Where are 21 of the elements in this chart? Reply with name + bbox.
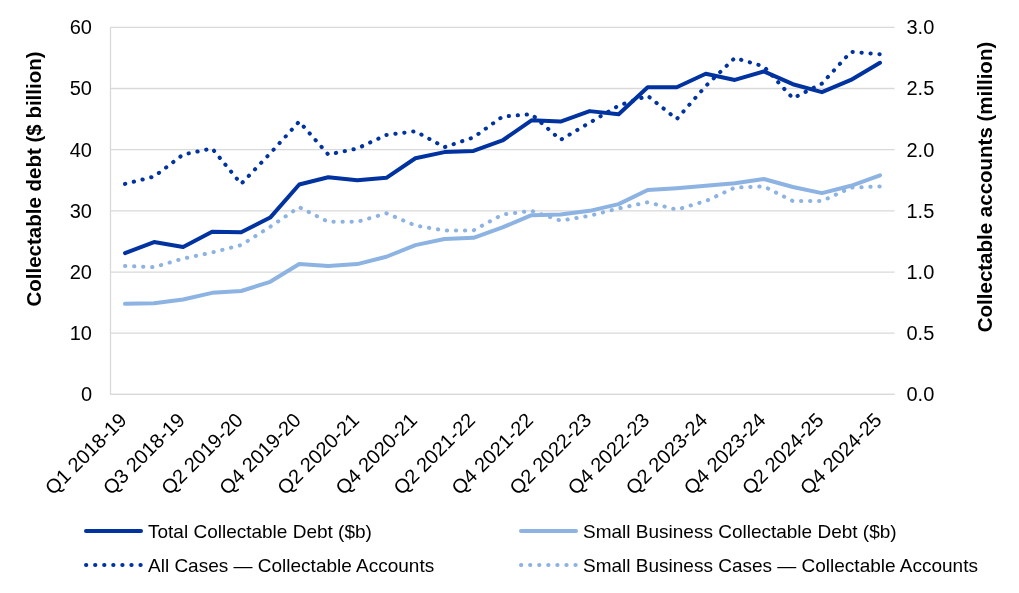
- y2-tick-label: 0.5: [906, 322, 935, 345]
- y-tick-label: 30: [69, 199, 92, 222]
- y2-axis-title: Collectable accounts (million): [973, 41, 997, 333]
- y2-tick-label: 3.0: [906, 16, 935, 39]
- y-tick-label: 40: [69, 138, 92, 161]
- y2-tick-label: 2.0: [906, 138, 935, 161]
- legend-label: Total Collectable Debt ($b): [148, 520, 372, 542]
- y-axis-title: Collectable debt ($ billion): [22, 51, 46, 307]
- y-tick-label: 0: [80, 383, 92, 406]
- legend-label: Small Business Collectable Debt ($b): [583, 520, 897, 542]
- y-tick-label: 10: [69, 322, 92, 345]
- y2-tick-label: 1.0: [906, 261, 935, 284]
- y2-tick-label: 1.5: [906, 199, 935, 222]
- line-series: [123, 173, 882, 306]
- y-tick-label: 60: [69, 16, 92, 39]
- y2-tick-label: 2.5: [906, 77, 935, 100]
- legend-label: All Cases — Collectable Accounts: [148, 554, 435, 576]
- y2-tick-label: 0.0: [906, 383, 935, 406]
- legend-label: Small Business Cases — Collectable Accounts: [583, 554, 978, 576]
- y-tick-label: 50: [69, 77, 92, 100]
- y-tick-label: 20: [69, 261, 92, 284]
